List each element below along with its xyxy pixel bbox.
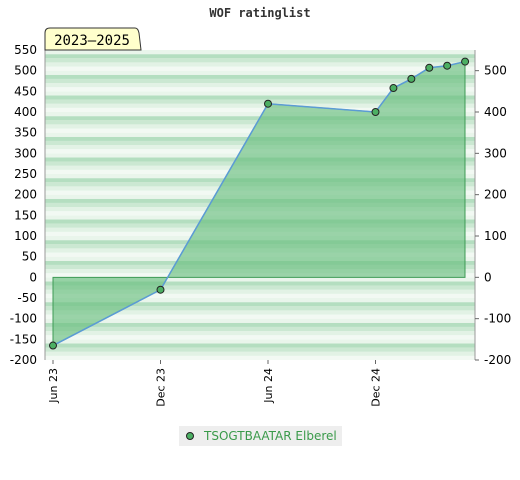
legend-marker (186, 432, 194, 440)
grid-band (45, 339, 475, 344)
y-tick-right-label: 200 (484, 188, 507, 202)
x-tick-label: Dec 23 (155, 368, 168, 407)
y-tick-left-label: 500 (14, 64, 37, 78)
data-point (264, 99, 272, 108)
y-tick-left-label: 350 (14, 126, 37, 140)
grid-band (45, 285, 475, 290)
y-tick-left-label: 0 (29, 270, 37, 284)
y-tick-right-label: 0 (484, 270, 492, 284)
data-point (425, 63, 434, 72)
x-tick-label: Jun 23 (47, 368, 60, 404)
grid-band (45, 318, 475, 323)
y-tick-left-label: 400 (14, 105, 37, 119)
grid-band (45, 112, 475, 117)
grid-band (45, 351, 475, 356)
y-tick-left-label: -150 (10, 332, 37, 346)
x-tick-label: Dec 24 (370, 368, 383, 407)
legend-label[interactable]: TSOGTBAATAR Elberel (203, 429, 337, 443)
data-point (371, 108, 380, 116)
y-tick-left-label: 50 (22, 250, 37, 264)
y-tick-left-label: -50 (17, 291, 37, 305)
legend-box (179, 426, 342, 446)
y-tick-right-label: 400 (484, 105, 507, 119)
y-tick-left-label: -200 (10, 353, 37, 367)
data-point (49, 341, 57, 350)
grid-band (45, 326, 475, 332)
grid-band (45, 66, 475, 71)
data-point (443, 61, 452, 70)
y-tick-left-label: 150 (14, 208, 37, 222)
grid-band (45, 335, 475, 340)
grid-band (45, 70, 475, 75)
grid-band (45, 289, 475, 294)
data-point (461, 57, 470, 66)
period-label: 2023–2025 (54, 33, 130, 49)
grid-band (45, 302, 475, 307)
y-tick-left-label: 250 (14, 167, 37, 181)
x-tick-label: Jun 24 (262, 368, 275, 404)
data-point (389, 84, 398, 93)
grid-band (45, 99, 475, 104)
grid-band (45, 83, 475, 88)
y-tick-left-label: -100 (10, 312, 37, 326)
grid-band (45, 347, 475, 352)
grid-band (45, 50, 475, 55)
y-tick-right-label: 100 (484, 229, 507, 243)
grid-band (45, 343, 475, 348)
grid-band (45, 331, 475, 336)
grid-band (45, 277, 475, 282)
grid-band (45, 87, 475, 92)
grid-band (45, 314, 475, 319)
grid-band (45, 54, 475, 59)
grid-band (45, 78, 475, 84)
y-axis-left: -200 -150 -100 -50 0 50 100 150 200 250 300 350 400 4… (10, 43, 37, 367)
grid-band (45, 74, 475, 79)
y-tick-left-label: 450 (14, 84, 37, 98)
y-tick-left-label: 200 (14, 188, 37, 202)
legend[interactable]: TSOGTBAATAR Elberel (179, 426, 342, 446)
y-tick-right-label: -200 (484, 353, 511, 367)
data-point (407, 74, 416, 83)
grid-band (45, 298, 475, 303)
grid-band (45, 293, 475, 298)
grid-band (45, 281, 475, 286)
chart-title: WOF ratinglist (209, 6, 310, 20)
y-tick-right-label: 500 (484, 64, 507, 78)
grid-band (45, 91, 475, 96)
period-badge: 2023–2025 (44, 27, 142, 51)
y-axis-right: -200 -100 0 100 200 300 400 500 (475, 64, 511, 367)
grid-band (45, 107, 475, 112)
grid-band (45, 306, 475, 311)
series-line (52, 60, 466, 347)
grid-band (45, 103, 475, 108)
y-tick-right-label: -100 (484, 312, 511, 326)
grid-band (45, 322, 475, 327)
y-tick-left-label: 550 (14, 43, 37, 57)
y-tick-right-label: 300 (484, 146, 507, 160)
grid-band (45, 62, 475, 67)
grid-band (45, 310, 475, 315)
y-tick-left-label: 300 (14, 146, 37, 160)
y-tick-left-label: 100 (14, 229, 37, 243)
grid-band (45, 95, 475, 100)
grid-band (45, 58, 475, 63)
grid-band (45, 355, 475, 360)
data-point (156, 285, 165, 294)
x-axis: Jun 23 Dec 23 Jun 24 Dec 24 (47, 360, 383, 407)
period-badge-shape (44, 27, 142, 51)
